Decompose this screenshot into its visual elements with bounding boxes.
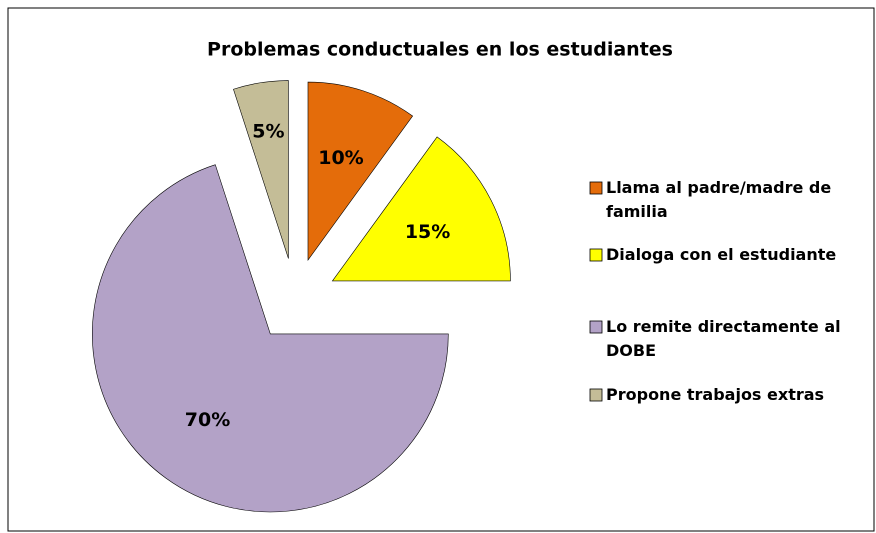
- pie-slice: [307, 81, 414, 261]
- data-label: 15%: [405, 221, 450, 243]
- legend-swatch: [589, 181, 603, 195]
- pie-slice: [233, 80, 289, 259]
- legend-label: Dialoga con el estudiante: [606, 245, 837, 264]
- legend-label-box: Propone trabajos extras: [606, 385, 825, 404]
- data-label: 70%: [185, 409, 230, 431]
- legend-label-box: Dialoga con el estudiante: [606, 245, 837, 264]
- legend-label: Propone trabajos extras: [606, 385, 825, 404]
- pie-slice: [331, 136, 511, 282]
- legend-label: Llama al padre/madre de familia: [606, 178, 832, 221]
- legend-label: Lo remite directamente al DOBE: [606, 317, 841, 360]
- pie-slice: [92, 164, 449, 513]
- data-label: 10%: [318, 147, 363, 169]
- legend-label-box: Llama al padre/madre de familia: [606, 178, 832, 221]
- legend-swatch: [589, 320, 603, 334]
- chart-title: Problemas conductuales en los estudiante…: [207, 39, 673, 61]
- data-label: 5%: [252, 120, 284, 142]
- legend-label-box: Lo remite directamente al DOBE: [606, 317, 841, 360]
- legend-swatch: [589, 248, 603, 262]
- legend-swatch: [589, 388, 603, 402]
